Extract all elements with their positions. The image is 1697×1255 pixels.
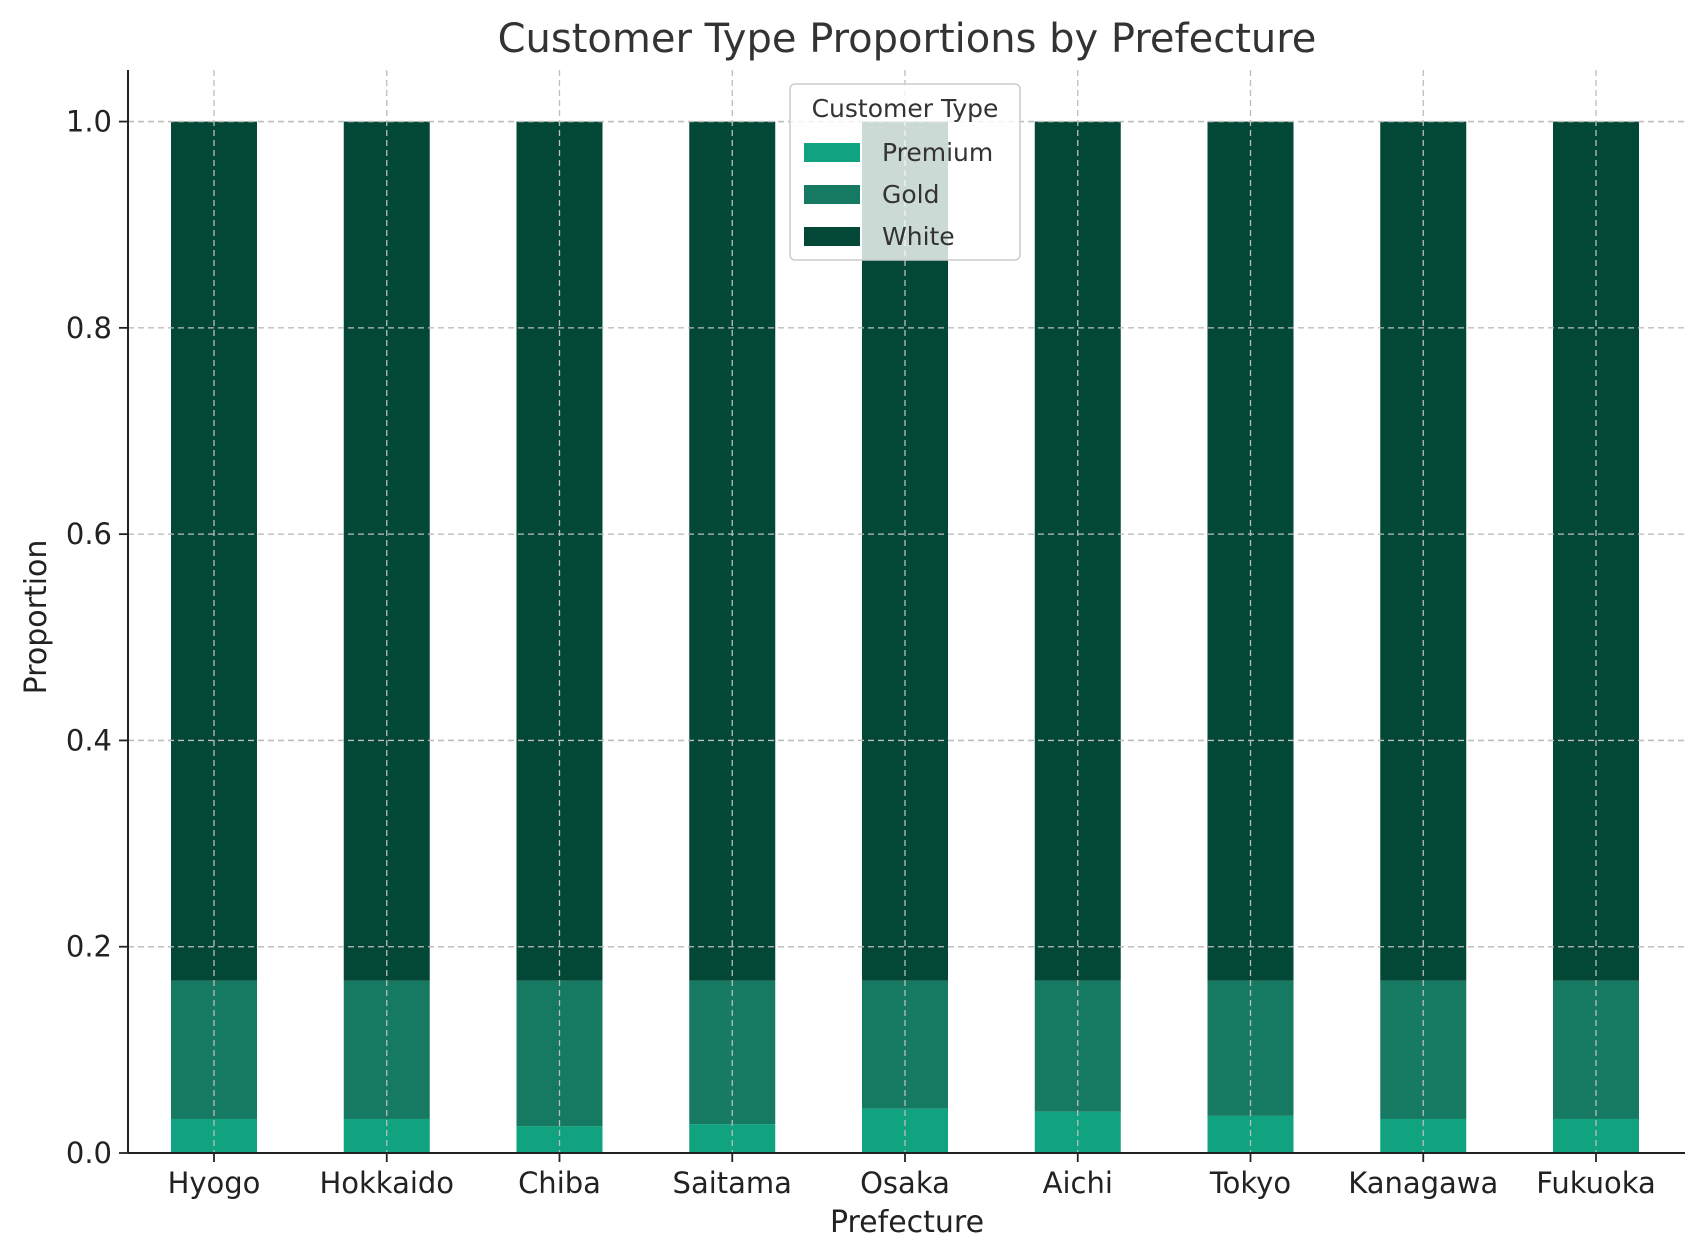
tick-labels: 0.0 0.2 0.4 0.6 0.8 1.0 Hyogo Hokkaido Chiba Sait… [66,105,1656,1200]
x-tick-label: Tokyo [1209,1166,1291,1200]
y-axis-label: Proportion [19,540,54,695]
y-tick-label: 0.6 [66,517,112,551]
legend-label-white: White [882,222,955,251]
bars [171,121,1639,1153]
legend-label-premium: Premium [882,138,993,167]
axes [119,70,1685,1162]
x-tick-label: Hyogo [168,1166,261,1200]
bar-premium-saitama [689,1124,776,1153]
y-tick-label: 0.4 [66,723,112,757]
chart-title: Customer Type Proportions by Prefecture [498,16,1317,62]
x-tick-label: Osaka [860,1166,950,1200]
y-tick-label: 0.8 [66,311,112,345]
legend-label-gold: Gold [882,180,939,209]
x-tick-label: Fukuoka [1536,1166,1656,1200]
grid-overlay [128,70,1685,1153]
legend-title: Customer Type [812,94,999,123]
x-axis-label: Prefecture [830,1205,984,1240]
legend-swatch-white [804,227,860,246]
y-tick-label: 0.2 [66,930,112,964]
legend-box [789,83,1021,261]
x-tick-label: Aichi [1043,1166,1113,1200]
legend-swatch-gold [804,185,860,204]
x-tick-label: Hokkaido [319,1166,454,1200]
legend: Customer Type Premium Gold White [789,83,1021,261]
y-tick-label: 1.0 [66,105,112,139]
legend-swatch-premium [804,143,860,162]
x-tick-label: Saitama [673,1166,792,1200]
x-tick-label: Chiba [518,1166,601,1200]
x-tick-label: Kanagawa [1348,1166,1498,1200]
y-tick-label: 0.0 [66,1136,112,1170]
